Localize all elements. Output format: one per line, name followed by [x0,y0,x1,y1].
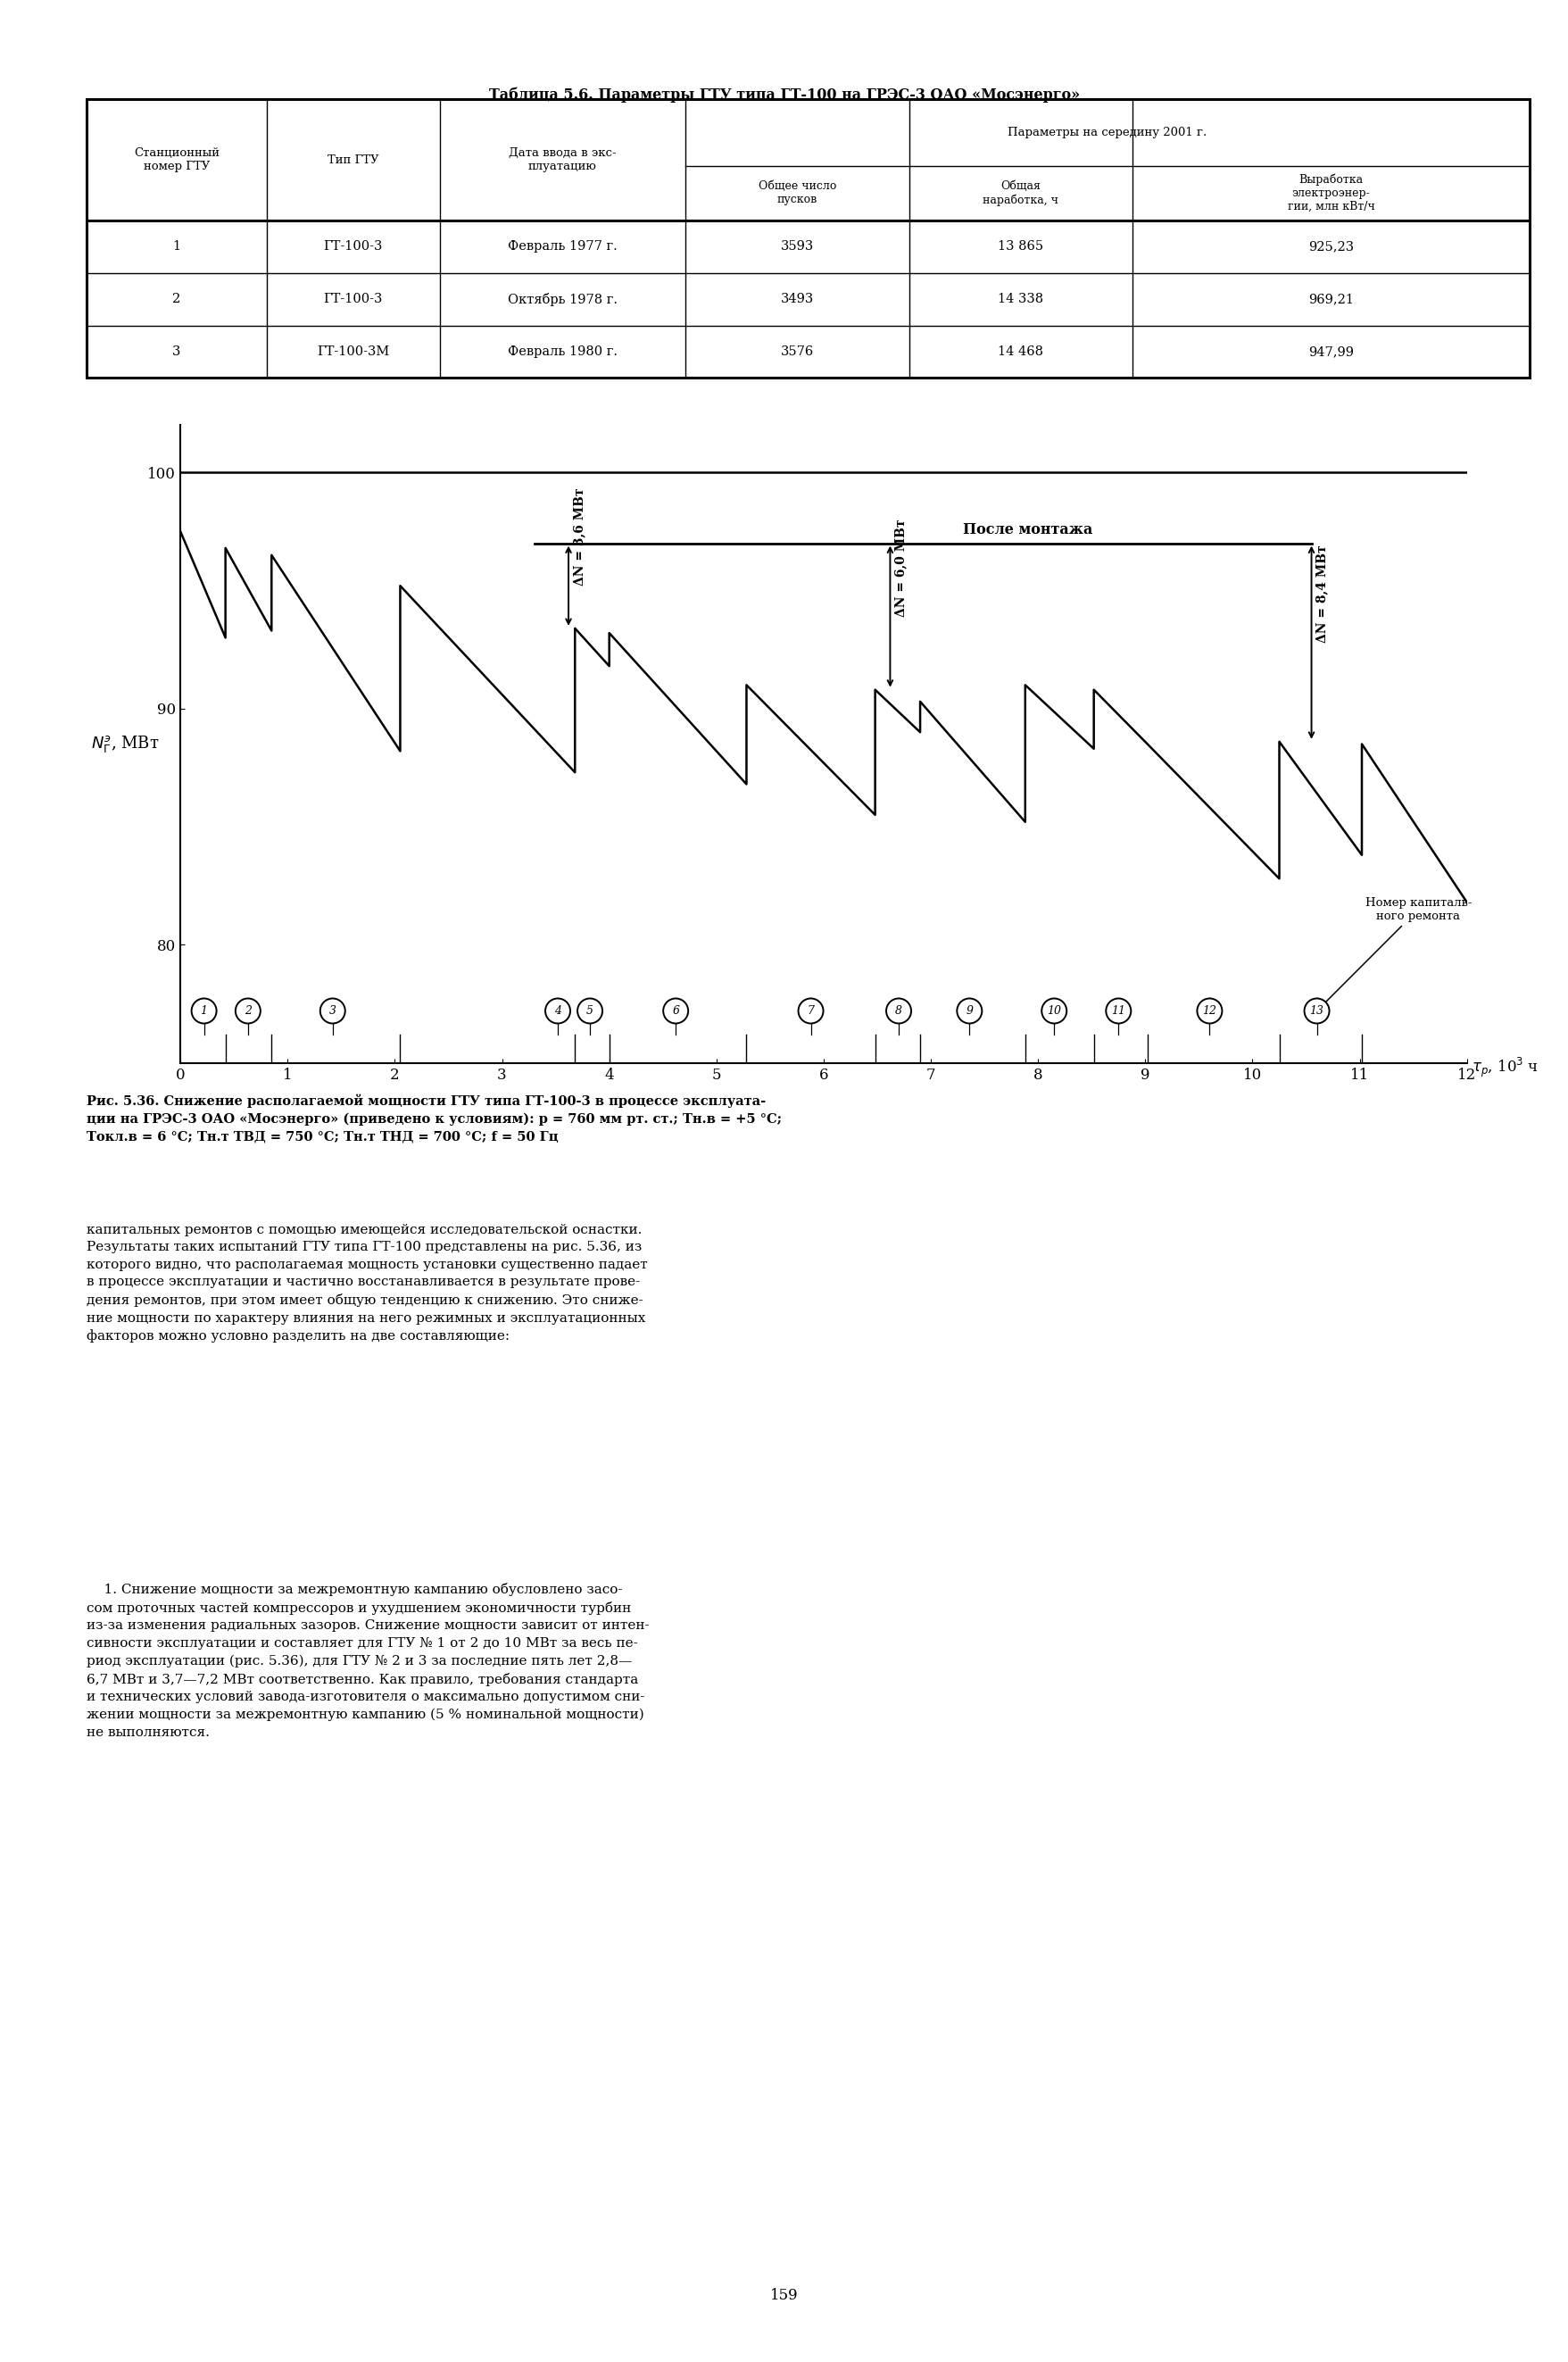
Text: 1. Снижение мощности за межремонтную кампанию обусловлено засо-
сом проточных ча: 1. Снижение мощности за межремонтную кам… [86,1583,649,1738]
Text: Февраль 1977 г.: Февраль 1977 г. [508,241,618,253]
Text: Номер капиталь-
ного ремонта: Номер капиталь- ного ремонта [1319,898,1471,1009]
Text: Рис. 5.36. Снижение располагаемой мощности ГТУ типа ГТ-100-3 в процессе эксплуат: Рис. 5.36. Снижение располагаемой мощнос… [86,1094,781,1143]
Ellipse shape [546,999,569,1023]
Ellipse shape [191,999,216,1023]
Text: 6: 6 [671,1006,679,1016]
Text: Таблица 5.6. Параметры ГТУ типа ГТ-100 на ГРЭС-3 ОАО «Мосэнерго»: Таблица 5.6. Параметры ГТУ типа ГТ-100 н… [489,87,1079,104]
Text: 8: 8 [895,1006,902,1016]
Text: 11: 11 [1110,1006,1124,1016]
Text: Выработка
электроэнер-
гии, млн кВт/ч: Выработка электроэнер- гии, млн кВт/ч [1287,175,1374,213]
Ellipse shape [1105,999,1131,1023]
Text: 2: 2 [172,293,180,305]
Text: Октябрь 1978 г.: Октябрь 1978 г. [508,293,618,305]
Text: ГТ-100-3: ГТ-100-3 [323,293,383,305]
Ellipse shape [235,999,260,1023]
Text: Параметры на середину 2001 г.: Параметры на середину 2001 г. [1007,128,1206,139]
Text: 1: 1 [201,1006,207,1016]
Text: 3: 3 [172,345,180,359]
Text: 925,23: 925,23 [1308,241,1353,253]
Ellipse shape [798,999,823,1023]
Text: Общая
наработка, ч: Общая наработка, ч [983,180,1058,205]
Text: 3: 3 [329,1006,336,1016]
Text: Общее число
пусков: Общее число пусков [757,180,836,205]
Text: капитальных ремонтов с помощью имеющейся исследовательской оснастки.
Результаты : капитальных ремонтов с помощью имеющейся… [86,1224,648,1344]
Text: Станционный
номер ГТУ: Станционный номер ГТУ [133,146,220,172]
Text: ΔN = 3,6 МВт: ΔN = 3,6 МВт [572,489,585,586]
Ellipse shape [956,999,982,1023]
Text: 1: 1 [172,241,180,253]
Ellipse shape [577,999,602,1023]
Text: 14 468: 14 468 [997,345,1043,359]
Text: Дата ввода в экс-
плуатацию: Дата ввода в экс- плуатацию [508,146,616,172]
Text: 3593: 3593 [781,241,814,253]
Text: После монтажа: После монтажа [963,522,1093,536]
Text: ГТ-100-3: ГТ-100-3 [323,241,383,253]
Text: 4: 4 [554,1006,561,1016]
Text: $N_{\Gamma}^{э}$, МВт: $N_{\Gamma}^{э}$, МВт [91,735,158,753]
Text: ΔN = 6,0 МВт: ΔN = 6,0 МВт [894,520,906,616]
Text: 947,99: 947,99 [1308,345,1353,359]
Text: 3493: 3493 [781,293,814,305]
Text: 14 338: 14 338 [997,293,1043,305]
Text: 10: 10 [1046,1006,1060,1016]
Ellipse shape [1303,999,1328,1023]
Text: 2: 2 [245,1006,251,1016]
Text: ΔN = 8,4 МВт: ΔN = 8,4 МВт [1316,546,1328,642]
Ellipse shape [886,999,911,1023]
Text: 13 865: 13 865 [997,241,1043,253]
Text: Тип ГТУ: Тип ГТУ [328,154,379,165]
Text: 7: 7 [808,1006,814,1016]
Text: 12: 12 [1201,1006,1217,1016]
Text: 969,21: 969,21 [1308,293,1353,305]
Text: 159: 159 [770,2289,798,2303]
Text: ГТ-100-3М: ГТ-100-3М [317,345,389,359]
Text: 5: 5 [586,1006,593,1016]
Ellipse shape [663,999,688,1023]
Text: 9: 9 [966,1006,972,1016]
Ellipse shape [1041,999,1066,1023]
Ellipse shape [320,999,345,1023]
Text: 13: 13 [1309,1006,1323,1016]
Text: $\tau_p$, 10$^3$ ч: $\tau_p$, 10$^3$ ч [1471,1056,1538,1079]
Text: Февраль 1980 г.: Февраль 1980 г. [508,345,618,359]
Ellipse shape [1196,999,1221,1023]
Text: 3576: 3576 [781,345,814,359]
